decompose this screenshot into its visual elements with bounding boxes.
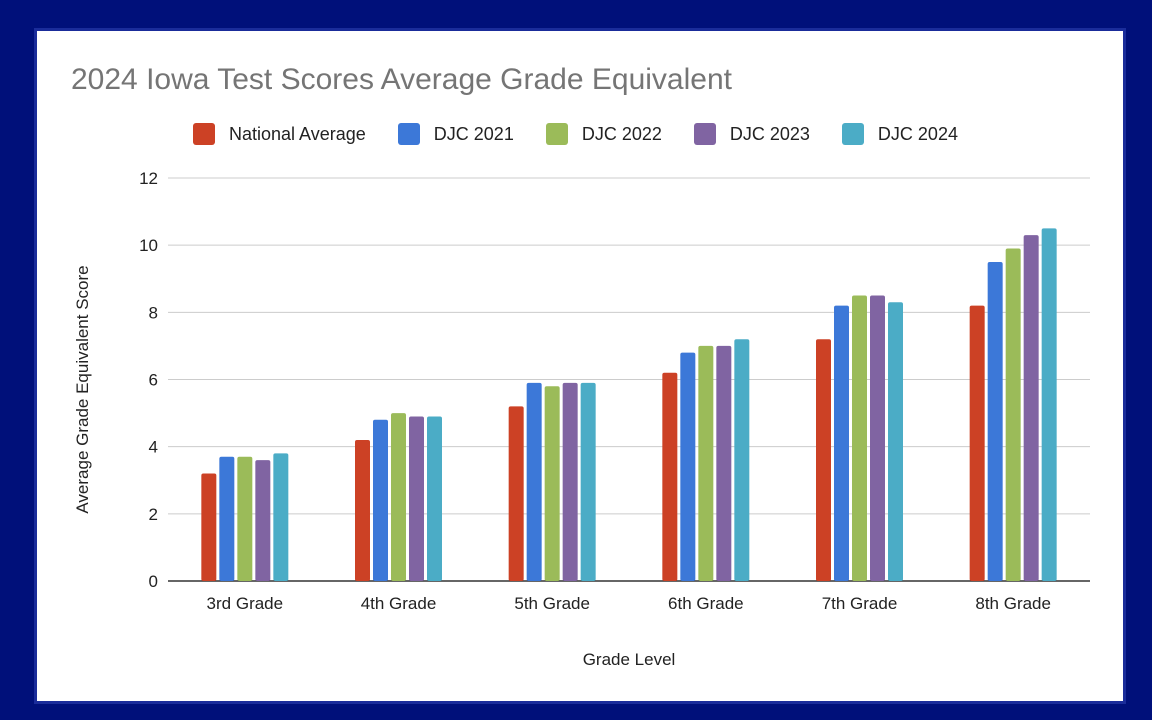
y-tick-label: 10 [139,236,158,255]
y-tick-label: 8 [149,303,158,322]
bar [1005,248,1021,581]
x-tick-label: 4th Grade [361,594,437,613]
bar [237,456,253,581]
y-tick-label: 4 [149,438,158,457]
bar [870,295,885,581]
bar-chart: 0 2 4 6 8 10 12 3rd Grade 4th Grade 5th Grade 6th … [73,169,1090,669]
bar [273,453,289,581]
x-tick-label: 7th Grade [822,594,898,613]
x-tick-label: 6th Grade [668,594,744,613]
bar [662,372,678,581]
y-axis-title: Average Grade Equivalent Score [73,265,92,513]
chart-card: 2024 Iowa Test Scores Average Grade Equi… [37,31,1123,701]
bar [852,295,867,581]
bar [355,439,370,581]
bar [680,352,696,581]
bar [1023,235,1039,581]
bar [969,305,985,581]
bar [816,339,831,581]
legend-item: DJC 2022 [545,123,662,145]
bar [219,456,235,581]
legend-item: National Average [193,123,366,145]
bar [391,413,406,581]
y-tick-label: 0 [149,572,158,591]
bar [888,302,903,581]
bar [409,416,424,581]
x-axis-title: Grade Level [583,650,676,669]
x-tick-label: 8th Grade [975,594,1051,613]
legend-swatch [841,123,864,145]
x-tick-label: 3rd Grade [207,594,284,613]
legend-label: National Average [229,123,366,144]
legend-item: DJC 2023 [693,123,810,145]
bar [544,386,560,581]
y-tick-label: 12 [139,169,158,188]
bar [580,382,596,581]
bar [1041,228,1057,581]
y-tick-label: 2 [149,505,158,524]
bar [255,460,271,581]
legend-swatch [397,123,420,145]
legend: National Average DJC 2021 DJC 2022 DJC 2023… [193,122,990,146]
legend-item: DJC 2021 [397,123,514,145]
legend-label: DJC 2021 [433,123,514,144]
bar [427,416,442,581]
legend-swatch [693,123,716,145]
chart-title: 2024 Iowa Test Scores Average Grade Equi… [71,63,732,96]
legend-label: DJC 2024 [877,123,958,144]
bar [734,339,750,581]
bar [987,261,1003,581]
legend-item: DJC 2024 [841,123,958,145]
bar [698,345,714,581]
bar [526,382,542,581]
legend-swatch [545,123,568,145]
legend-swatch [193,123,215,145]
bar [201,473,217,581]
bar [716,345,732,581]
x-tick-label: 5th Grade [514,594,590,613]
bar [562,382,578,581]
legend-label: DJC 2023 [729,123,810,144]
y-tick-label: 6 [149,371,158,390]
bar [508,406,524,581]
bar [373,419,388,581]
legend-label: DJC 2022 [581,123,662,144]
bar [834,305,849,581]
